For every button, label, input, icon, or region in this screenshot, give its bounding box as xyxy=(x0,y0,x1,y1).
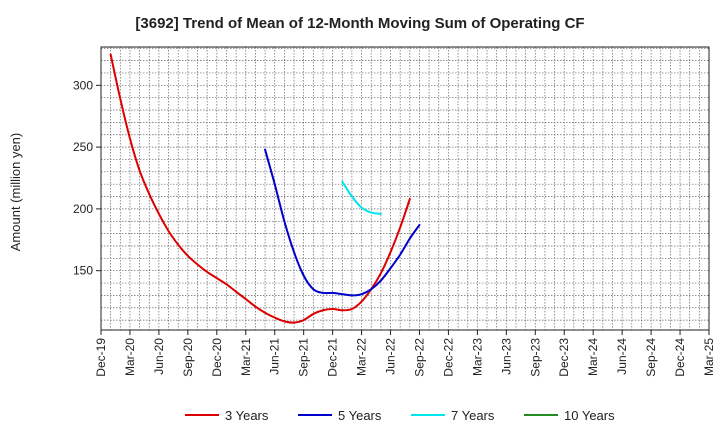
series-line-7-years xyxy=(341,180,382,215)
x-tick-label: Mar-24 xyxy=(586,338,600,376)
x-tick-label: Dec-23 xyxy=(557,338,571,377)
x-tick-label: Mar-20 xyxy=(123,338,137,376)
x-ticks: Dec-19 Mar-20 Jun-20 Sep-20 Dec-20 Mar-21 Jun-… xyxy=(94,330,716,377)
x-tick-label: Mar-25 xyxy=(702,338,716,376)
x-tick-label: Dec-21 xyxy=(326,338,340,377)
legend-label: 10 Years xyxy=(564,408,615,423)
y-ticks: 150 200 250 300 xyxy=(73,78,101,278)
x-tick-label: Dec-19 xyxy=(94,338,108,377)
x-tick-label: Jun-21 xyxy=(268,338,282,375)
legend-label: 3 Years xyxy=(225,408,269,423)
x-tick-label: Sep-23 xyxy=(528,338,542,377)
series-line-5-years xyxy=(264,148,421,297)
x-tick-label: Mar-23 xyxy=(470,338,484,376)
x-tick-label: Mar-22 xyxy=(355,338,369,376)
y-axis-label: Amount (million yen) xyxy=(8,133,23,252)
x-tick-label: Jun-20 xyxy=(152,338,166,375)
x-tick-label: Sep-21 xyxy=(297,338,311,377)
x-tick-label: Dec-24 xyxy=(673,338,687,377)
x-tick-label: Sep-20 xyxy=(181,338,195,377)
legend-label: 7 Years xyxy=(451,408,495,423)
x-tick-label: Jun-22 xyxy=(384,338,398,375)
legend-label: 5 Years xyxy=(338,408,382,423)
legend: 3 Years 5 Years 7 Years 10 Years xyxy=(185,408,615,423)
x-tick-label: Jun-23 xyxy=(499,338,513,375)
grid xyxy=(101,47,709,330)
y-tick-label: 300 xyxy=(73,78,93,92)
x-tick-label: Dec-22 xyxy=(441,338,455,377)
chart-title: [3692] Trend of Mean of 12-Month Moving … xyxy=(135,15,584,32)
x-tick-label: Mar-21 xyxy=(239,338,253,376)
series-layer xyxy=(109,53,421,324)
series-line-3-years xyxy=(109,53,411,324)
y-tick-label: 150 xyxy=(73,264,93,278)
x-tick-label: Sep-22 xyxy=(412,338,426,377)
x-tick-label: Dec-20 xyxy=(210,338,224,377)
y-tick-label: 200 xyxy=(73,202,93,216)
x-tick-label: Sep-24 xyxy=(644,338,658,377)
plot-area xyxy=(100,46,710,331)
x-tick-label: Jun-24 xyxy=(615,338,629,375)
y-tick-label: 250 xyxy=(73,140,93,154)
